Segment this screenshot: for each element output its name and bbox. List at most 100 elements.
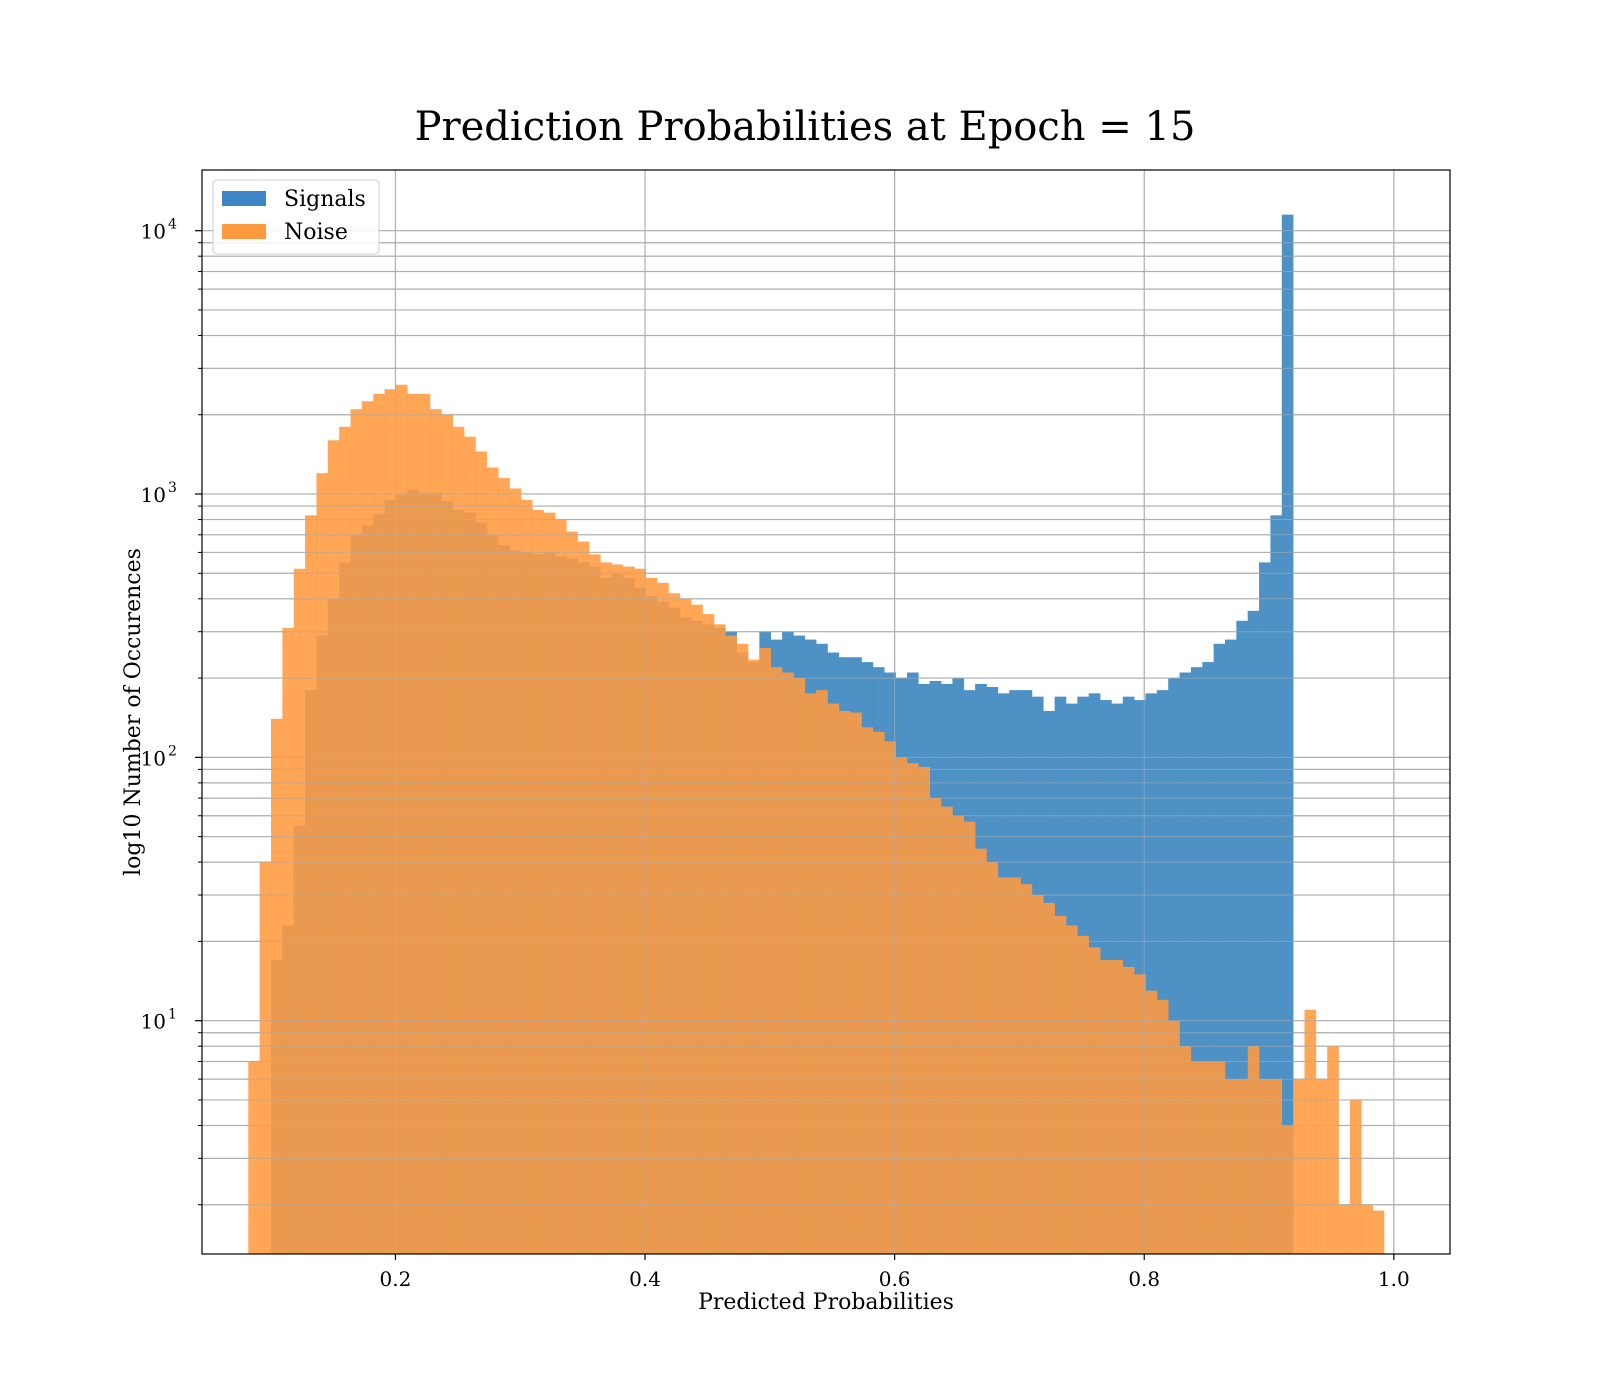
bar-noise [293, 568, 306, 1254]
bar-noise [1100, 959, 1112, 1254]
bar-noise [577, 541, 590, 1254]
x-tick-label: 0.6 [879, 1267, 911, 1291]
bar-noise [1224, 1079, 1237, 1254]
bar-noise [418, 393, 431, 1255]
bar-noise [1009, 877, 1021, 1254]
bar-signals [1156, 690, 1169, 1254]
grid-overlay [202, 170, 1450, 1254]
bar-noise [350, 409, 363, 1254]
bar-noise [509, 488, 522, 1254]
bar-signals [1247, 610, 1260, 1254]
bar-noise [1043, 902, 1055, 1254]
bar-noise [271, 718, 283, 1254]
bar-noise [532, 509, 544, 1255]
bar-noise [918, 766, 931, 1254]
bar-noise [748, 659, 760, 1254]
y-tick-label: 10 [141, 483, 166, 507]
bar-noise [316, 473, 329, 1255]
bar-noise [486, 467, 499, 1254]
bar-signals [1236, 620, 1248, 1254]
legend-label-noise: Noise [284, 220, 348, 245]
bar-noise [906, 763, 919, 1254]
x-tick-label: 0.8 [1128, 1267, 1160, 1291]
bar-noise [1168, 1020, 1180, 1254]
plot-frame [201, 169, 1451, 1255]
bar-noise [838, 710, 851, 1254]
bar-signals [1190, 667, 1203, 1254]
bar-noise [657, 582, 669, 1254]
bar-noise [600, 562, 613, 1254]
bar-noise [1122, 966, 1135, 1254]
bar-noise [339, 426, 351, 1254]
y-axis-label: log10 Number of Occurences [121, 548, 146, 876]
bar-noise [668, 593, 681, 1254]
bar-noise [1293, 1079, 1305, 1254]
bar-noise [736, 643, 749, 1254]
bar-noise [1145, 990, 1158, 1254]
bar-noise [929, 798, 942, 1254]
series-noise-bars [248, 384, 1385, 1255]
bar-noise [464, 436, 476, 1254]
bar-noise [1259, 1079, 1271, 1254]
bar-noise [1349, 1099, 1362, 1254]
bar-noise [327, 440, 340, 1255]
bar-noise [895, 757, 908, 1254]
bar-noise [520, 499, 533, 1254]
bar-noise [963, 821, 976, 1254]
bar-noise [1031, 895, 1044, 1254]
bar-noise [872, 731, 885, 1254]
bar-noise [1281, 1125, 1294, 1254]
bar-noise [702, 614, 715, 1254]
bar-noise [1088, 947, 1101, 1254]
bar-noise [1202, 1061, 1214, 1254]
bar-noise [384, 389, 397, 1254]
bar-noise [1236, 1079, 1248, 1254]
bar-noise [1065, 925, 1078, 1254]
bar-noise [305, 515, 317, 1254]
bar-signals [1168, 678, 1180, 1254]
bar-noise [1270, 1079, 1283, 1254]
bar-noise [725, 635, 737, 1254]
bar-noise [975, 848, 987, 1254]
bar-signals [1213, 643, 1226, 1254]
bar-noise [475, 451, 488, 1254]
bar-noise [498, 478, 510, 1254]
bar-noise [861, 727, 874, 1254]
y-tick-exponent: 1 [168, 1007, 177, 1023]
x-tick-label: 1.0 [1378, 1267, 1410, 1291]
bar-noise [1315, 1079, 1328, 1254]
bar-noise [543, 512, 556, 1254]
legend-swatch-noise [222, 224, 266, 239]
bar-noise [373, 393, 385, 1255]
bar-signals [1270, 515, 1283, 1254]
bar-noise [623, 566, 635, 1254]
bar-noise [997, 877, 1010, 1254]
bar-signals [1281, 214, 1294, 1255]
x-tick-label: 0.4 [629, 1267, 661, 1291]
bar-noise [395, 384, 408, 1255]
bar-noise [850, 712, 862, 1254]
bar-signals [1145, 693, 1158, 1254]
bar-noise [1327, 1046, 1339, 1254]
bar-noise [589, 554, 601, 1254]
bar-noise [1156, 999, 1169, 1254]
bar-noise [566, 531, 578, 1254]
bar-noise [1190, 1061, 1203, 1254]
bar-noise [713, 624, 726, 1254]
bar-noise [1304, 1009, 1317, 1254]
bar-noise [1372, 1210, 1385, 1254]
bar-noise [941, 806, 953, 1254]
x-axis-label: Predicted Probabilities [698, 1290, 954, 1315]
bar-noise [827, 703, 840, 1254]
legend-swatch-signals [222, 191, 266, 206]
bar-noise [782, 672, 794, 1254]
bar-noise [1247, 1046, 1260, 1254]
y-tick-exponent: 3 [168, 480, 177, 496]
bar-noise [986, 862, 999, 1254]
bar-noise [361, 401, 374, 1254]
bar-noise [634, 568, 647, 1254]
bar-signals [1224, 639, 1237, 1254]
bar-noise [452, 426, 465, 1254]
